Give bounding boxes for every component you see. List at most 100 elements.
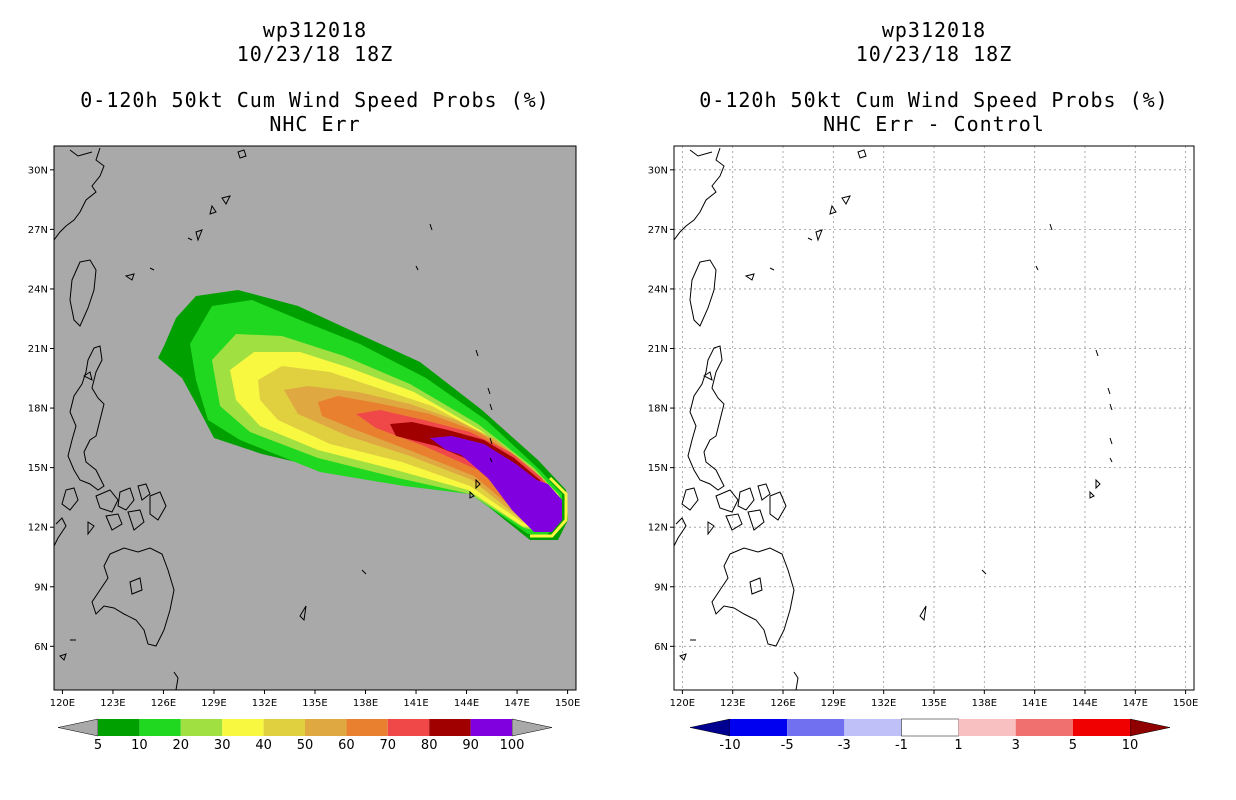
lat-label: 27N	[648, 225, 668, 236]
colorbar-swatch	[844, 719, 902, 736]
left-product: 0-120h 50kt Cum Wind Speed Probs (%)	[80, 88, 550, 112]
lat-label: 12N	[28, 523, 48, 534]
colorbar-label: 30	[214, 738, 231, 753]
right-gridlines	[674, 146, 1194, 690]
colorbar-label: 10	[131, 738, 148, 753]
lat-label: 18N	[28, 404, 48, 415]
colorbar-min-arrow	[57, 718, 99, 737]
lon-label: 129E	[821, 698, 846, 709]
lat-label: 21N	[648, 344, 668, 355]
lat-label: 30N	[648, 165, 668, 176]
colorbar-label: 50	[297, 738, 314, 753]
lat-label: 24N	[28, 284, 48, 295]
lat-label: 15N	[648, 463, 668, 474]
lon-label: 135E	[921, 698, 946, 709]
right-product: 0-120h 50kt Cum Wind Speed Probs (%)	[699, 88, 1169, 112]
colorbar-swatch	[305, 719, 347, 736]
lon-label: 123E	[720, 698, 745, 709]
left-panel-title: wp312018 10/23/18 18Z 0-120h 50kt Cum Wi…	[54, 18, 576, 136]
colorbar-swatch	[901, 718, 959, 737]
lat-label: 24N	[648, 284, 668, 295]
colorbar-swatch	[139, 719, 181, 736]
lat-label: 15N	[28, 463, 48, 474]
colorbar-label: 100	[500, 738, 525, 753]
colorbar-swatch	[98, 719, 140, 736]
lon-label: 126E	[151, 698, 176, 709]
colorbar-swatch	[958, 719, 1016, 736]
colorbar-swatch	[387, 719, 430, 736]
lon-label: 138E	[972, 698, 997, 709]
lon-label: 132E	[252, 698, 277, 709]
colorbar-label: 70	[380, 738, 397, 753]
lat-label: 9N	[654, 582, 668, 593]
prob-contour-100	[460, 454, 562, 532]
lat-label: 30N	[28, 165, 48, 176]
colorbar-max-arrow	[511, 718, 553, 737]
colorbar-swatch	[222, 719, 264, 736]
left-subtitle: NHC Err	[269, 112, 361, 136]
colorbar-label: 3	[1012, 738, 1020, 753]
colorbar-swatch	[1072, 719, 1130, 736]
lon-label: 141E	[1022, 698, 1047, 709]
left-probability-field	[54, 147, 568, 690]
colorbar-label: 1	[954, 738, 962, 753]
left-storm-id: wp312018	[262, 18, 368, 42]
colorbar-label: 60	[338, 738, 355, 753]
colorbar-label: -3	[838, 738, 851, 753]
left-axis-labels: 120E 123E 126E 129E 132E 135E 138E 141E 144E 147E…	[28, 165, 581, 709]
lon-label: 120E	[670, 698, 695, 709]
lon-label: 150E	[555, 698, 580, 709]
lon-label: 126E	[770, 698, 795, 709]
right-subtitle: NHC Err - Control	[823, 112, 1045, 136]
lon-label: 147E	[504, 698, 529, 709]
colorbar-min-arrow	[689, 718, 731, 737]
colorbar-label: -5	[781, 738, 794, 753]
lat-label: 12N	[648, 523, 668, 534]
lon-label: 144E	[454, 698, 479, 709]
lat-label: 21N	[28, 344, 48, 355]
colorbar-label: -10	[719, 738, 740, 753]
lon-label: 141E	[403, 698, 428, 709]
lon-label: 123E	[100, 698, 125, 709]
prob-edge-yellow	[530, 476, 568, 538]
lat-label: 6N	[34, 642, 48, 653]
lon-label: 129E	[201, 698, 226, 709]
right-axis-labels: 120E 123E 126E 129E 132E 135E 138E 141E 144E 147E…	[648, 165, 1199, 709]
colorbar-label: 5	[1069, 738, 1077, 753]
colorbar-max-arrow	[1129, 718, 1171, 737]
left-colorbar: 5 10 20 30 40 50 60 70 80 90 100	[57, 718, 553, 753]
right-colorbar: -10 -5 -3 -1 1 3 5 10	[689, 718, 1171, 753]
lon-label: 132E	[871, 698, 896, 709]
colorbar-label: 20	[173, 738, 190, 753]
colorbar-swatch	[730, 719, 788, 736]
lat-label: 6N	[654, 642, 668, 653]
right-map-panel: 120E 123E 126E 129E 132E 135E 138E 141E 144E 147E…	[648, 145, 1199, 709]
left-datetime: 10/23/18 18Z	[236, 42, 394, 66]
colorbar-swatch	[787, 719, 845, 736]
colorbar-label: 80	[421, 738, 438, 753]
colorbar-label: -1	[895, 738, 908, 753]
colorbar-label: 10	[1122, 738, 1139, 753]
colorbar-swatch	[263, 719, 305, 736]
colorbar-swatch	[1015, 719, 1073, 736]
lat-label: 27N	[28, 225, 48, 236]
colorbar-label: 40	[255, 738, 272, 753]
lon-label: 135E	[302, 698, 327, 709]
colorbar-label: 90	[462, 738, 479, 753]
right-storm-id: wp312018	[881, 18, 987, 42]
lon-label: 138E	[353, 698, 378, 709]
lon-label: 150E	[1173, 698, 1198, 709]
colorbar-swatch	[429, 719, 471, 736]
colorbar-swatch	[180, 719, 223, 736]
lon-label: 120E	[50, 698, 75, 709]
lon-label: 144E	[1072, 698, 1097, 709]
colorbar-swatch	[470, 719, 512, 736]
colorbar-label: 5	[94, 738, 102, 753]
right-panel-title: wp312018 10/23/18 18Z 0-120h 50kt Cum Wi…	[674, 18, 1194, 136]
lon-label: 147E	[1123, 698, 1148, 709]
right-datetime: 10/23/18 18Z	[855, 42, 1013, 66]
left-map-panel: 120E 123E 126E 129E 132E 135E 138E 141E 144E 147E…	[28, 145, 581, 709]
colorbar-swatch	[346, 719, 388, 736]
lat-label: 18N	[648, 404, 668, 415]
